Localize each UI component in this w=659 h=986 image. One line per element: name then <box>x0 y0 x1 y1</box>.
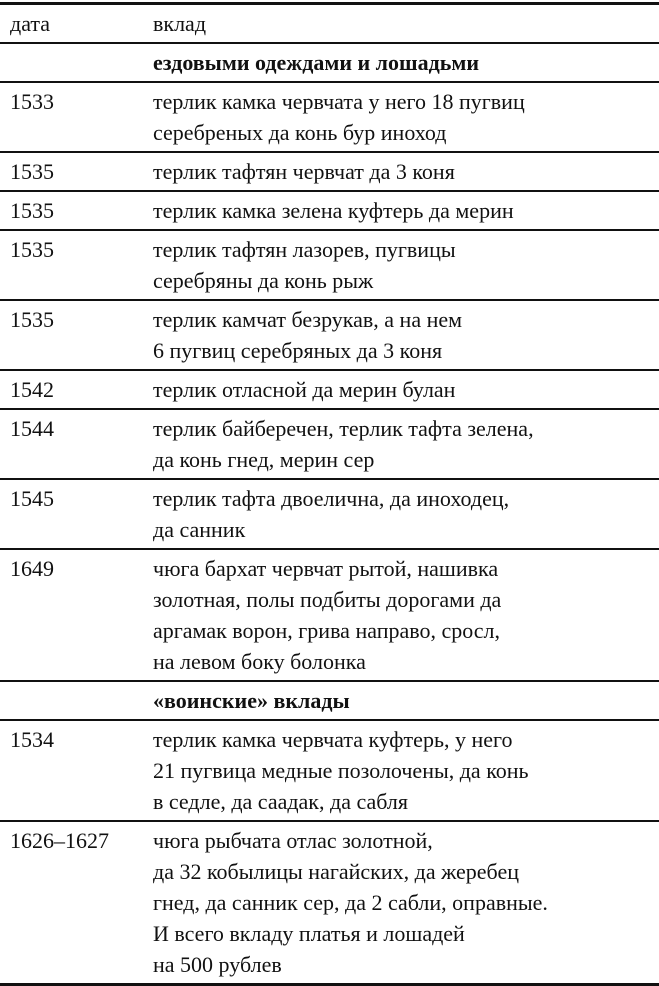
contribution-line: терлик камка зелена куфтерь да мерин <box>153 198 514 223</box>
table-row: 1535 терлик тафтян лазорев, пугвицы серебр… <box>0 230 659 300</box>
row-contribution: терлик отласной да мерин булан <box>153 370 659 409</box>
contribution-line: да 32 кобылицы нагайских, да жеребец <box>153 859 519 884</box>
contribution-line: в седле, да саадак, да сабля <box>153 789 408 814</box>
table-row: 1542 терлик отласной да мерин булан <box>0 370 659 409</box>
row-date: 1535 <box>10 198 54 223</box>
row-date: 1534 <box>10 727 54 752</box>
header-contribution: вклад <box>153 11 207 36</box>
contribution-line: терлик тафта двоелична, да иноходец, <box>153 486 510 511</box>
section-date-empty <box>0 681 153 720</box>
table-row: 1545 терлик тафта двоелична, да иноходец,… <box>0 479 659 549</box>
contribution-line: 6 пугвиц серебряных да 3 коня <box>153 338 443 363</box>
row-date: 1626–1627 <box>10 828 109 853</box>
row-contribution: терлик камка червчата у него 18 пугвиц се… <box>153 82 659 152</box>
header-row: дата вклад <box>0 3 659 43</box>
row-date: 1535 <box>10 159 54 184</box>
row-contribution: терлик камка зелена куфтерь да мерин <box>153 191 659 230</box>
section-row: ездовыми одеждами и лошадьми <box>0 43 659 82</box>
table-row: 1649 чюга бархат червчат рытой, нашивка зо… <box>0 549 659 681</box>
contribution-line: да санник <box>153 517 246 542</box>
row-date: 1542 <box>10 377 54 402</box>
section-date-empty <box>0 43 153 82</box>
contribution-line: золотная, полы подбиты дорогами да <box>153 587 502 612</box>
table-row: 1534 терлик камка червчата куфтерь, у нег… <box>0 720 659 821</box>
contribution-line: чюга бархат червчат рытой, нашивка <box>153 556 499 581</box>
contribution-line: терлик камка червчата куфтерь, у него <box>153 727 513 752</box>
row-date: 1544 <box>10 416 54 441</box>
row-contribution: терлик камчат безрукав, а на нем 6 пугвиц… <box>153 300 659 370</box>
contribution-line: серебреных да конь бур иноход <box>153 120 447 145</box>
section-title: ездовыми одеждами и лошадьми <box>153 50 480 75</box>
contribution-line: терлик тафтян лазорев, пугвицы <box>153 237 456 262</box>
row-date: 1545 <box>10 486 54 511</box>
contribution-line: И всего вкладу платья и лошадей <box>153 921 465 946</box>
table-row: 1535 терлик камчат безрукав, а на нем 6 пу… <box>0 300 659 370</box>
contribution-line: аргамак ворон, грива направо, сросл, <box>153 618 501 643</box>
row-contribution: терлик тафтян лазорев, пугвицы серебряны … <box>153 230 659 300</box>
row-date: 1533 <box>10 89 54 114</box>
contribution-line: 21 пугвица медные позолочены, да конь <box>153 758 529 783</box>
header-date: дата <box>10 11 51 36</box>
table-row: 1544 терлик байберечен, терлик тафта зеле… <box>0 409 659 479</box>
contribution-line: терлик байберечен, терлик тафта зелена, <box>153 416 534 441</box>
contribution-line: гнед, да санник сер, да 2 сабли, оправны… <box>153 890 548 915</box>
table-row: 1533 терлик камка червчата у него 18 пугв… <box>0 82 659 152</box>
contribution-line: терлик камчат безрукав, а на нем <box>153 307 463 332</box>
row-contribution: терлик байберечен, терлик тафта зелена, д… <box>153 409 659 479</box>
row-contribution: терлик тафтян червчат да 3 коня <box>153 152 659 191</box>
row-contribution: чюга бархат червчат рытой, нашивка золотн… <box>153 549 659 681</box>
contribution-line: терлик тафтян червчат да 3 коня <box>153 159 455 184</box>
section-title: «воинские» вклады <box>153 688 350 713</box>
row-contribution: чюга рыбчата отлас золотной, да 32 кобыли… <box>153 821 659 985</box>
table-row: 1626–1627 чюга рыбчата отлас золотной, да … <box>0 821 659 985</box>
contribution-line: терлик камка червчата у него 18 пугвиц <box>153 89 525 114</box>
table-row: 1535 терлик камка зелена куфтерь да мерин <box>0 191 659 230</box>
contribution-line: да конь гнед, мерин сер <box>153 447 375 472</box>
row-contribution: терлик камка червчата куфтерь, у него 21 … <box>153 720 659 821</box>
row-date: 1649 <box>10 556 54 581</box>
section-row: «воинские» вклады <box>0 681 659 720</box>
contribution-line: серебряны да конь рыж <box>153 268 374 293</box>
contribution-line: чюга рыбчата отлас золотной, <box>153 828 433 853</box>
row-date: 1535 <box>10 237 54 262</box>
row-date: 1535 <box>10 307 54 332</box>
contribution-line: терлик отласной да мерин булан <box>153 377 456 402</box>
row-contribution: терлик тафта двоелична, да иноходец, да с… <box>153 479 659 549</box>
contribution-line: на левом боку болонка <box>153 649 366 674</box>
table-row: 1535 терлик тафтян червчат да 3 коня <box>0 152 659 191</box>
contribution-line: на 500 рублев <box>153 952 282 977</box>
